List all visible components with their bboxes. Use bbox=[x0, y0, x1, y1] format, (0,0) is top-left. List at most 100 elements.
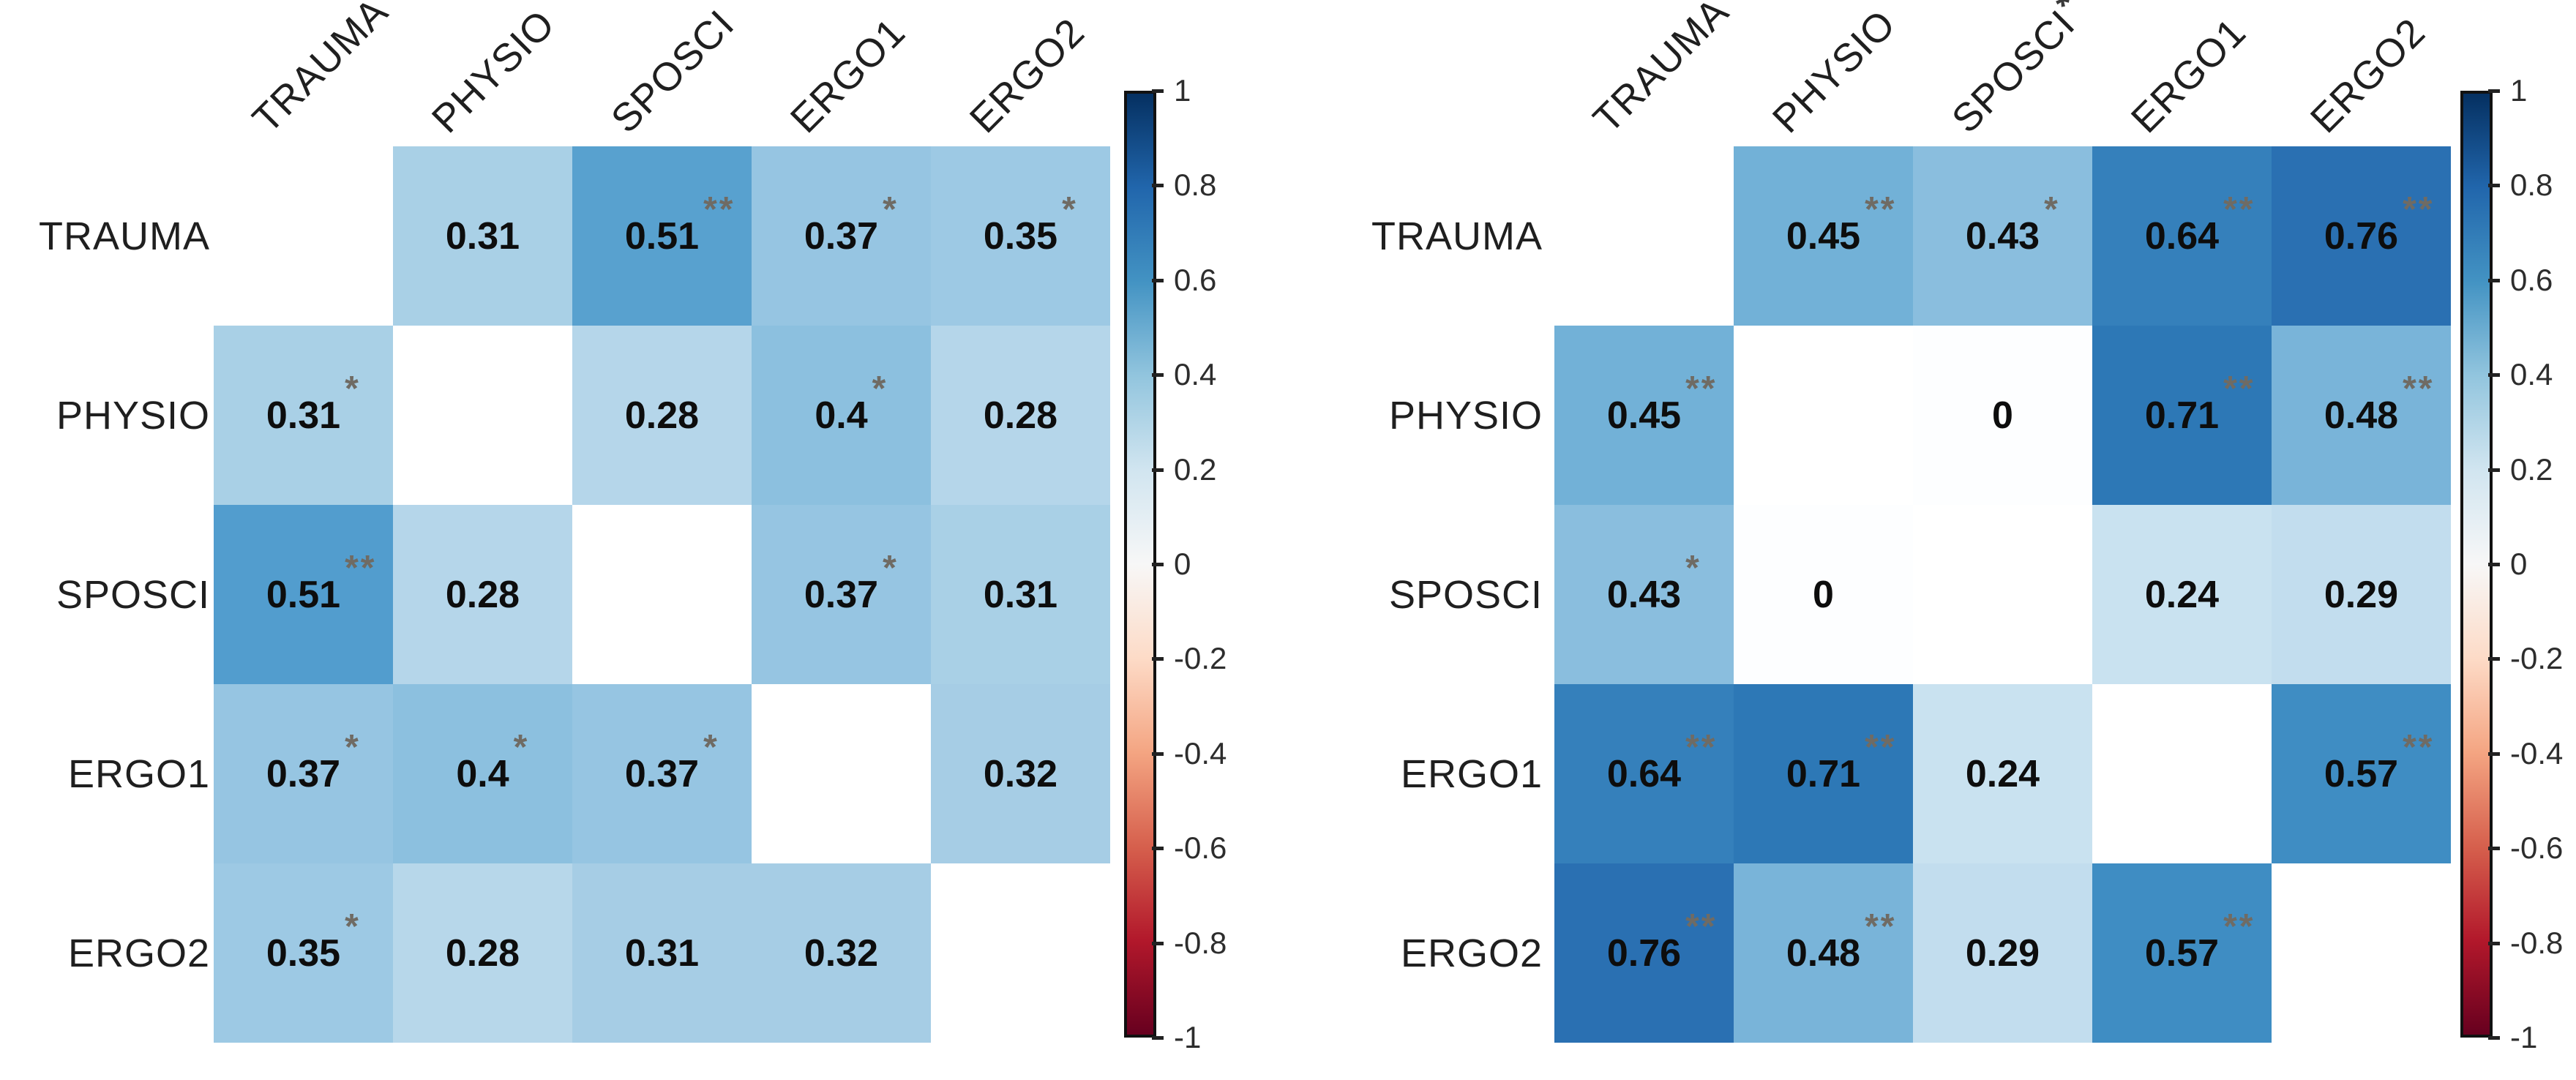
correlation-value: 0 bbox=[1992, 394, 2013, 437]
significance-stars: * bbox=[1062, 190, 1078, 229]
correlation-value: 0.32 bbox=[804, 931, 879, 975]
colorbar-tick-mark bbox=[1152, 468, 1164, 472]
colorbar-tick-label: 0.8 bbox=[2510, 168, 2553, 203]
matrix-cell-sposci-physio: 0.28 bbox=[393, 505, 572, 684]
matrix-cell-ergo2-physio: 0.28 bbox=[393, 863, 572, 1043]
correlation-value: 0.28 bbox=[445, 573, 520, 616]
matrix-cell-ergo2-physio: 0.48 ** bbox=[1734, 863, 1913, 1043]
colorbar-tick-label: -0.4 bbox=[2510, 735, 2564, 770]
correlation-value: 0.32 bbox=[983, 752, 1058, 795]
column-label-text: SPOSCI bbox=[602, 1, 743, 142]
matrix-cell-trauma-ergo2: 0.35 * bbox=[931, 146, 1110, 326]
correlation-value: 0.48 ** bbox=[2324, 369, 2435, 437]
row-label-physio-right: PHYSIO bbox=[1388, 393, 1543, 438]
matrix-cell-ergo2-ergo1: 0.57 ** bbox=[2092, 863, 2272, 1043]
correlation-value: 0.45 ** bbox=[1606, 369, 1718, 437]
column-label-ergo1-right: ERGO1 bbox=[2122, 10, 2255, 142]
matrix-cell-physio-physio bbox=[393, 326, 572, 505]
matrix-cell-trauma-sposci: 0.51 ** bbox=[572, 146, 752, 326]
matrix-cell-trauma-ergo1: 0.64 ** bbox=[2092, 146, 2272, 326]
colorbar-tick-label: 0.2 bbox=[1174, 451, 1217, 487]
matrix-cell-physio-ergo2: 0.48 ** bbox=[2272, 326, 2451, 505]
significance-stars: ** bbox=[2223, 369, 2255, 408]
significance-stars: * bbox=[345, 907, 361, 946]
significance-stars: ** bbox=[2403, 369, 2435, 408]
row-label-physio-left: PHYSIO bbox=[56, 393, 210, 438]
colorbar-tick-mark bbox=[2488, 468, 2500, 472]
colorbar-tick-mark bbox=[1152, 751, 1164, 756]
colorbar-tick-label: 1 bbox=[2510, 73, 2528, 108]
matrix-cell-physio-ergo1: 0.4 * bbox=[752, 326, 931, 505]
significance-stars: * bbox=[2044, 190, 2060, 229]
matrix-cell-physio-sposci: 0 bbox=[1913, 326, 2092, 505]
column-label-text: ERGO2 bbox=[961, 10, 1093, 142]
correlation-value: 0.64 ** bbox=[2144, 190, 2255, 258]
colorbar-tick-label: -1 bbox=[2510, 1020, 2538, 1054]
correlation-value: 0.71 ** bbox=[2144, 369, 2255, 437]
matrix-cell-sposci-ergo1: 0.37 * bbox=[752, 505, 931, 684]
matrix-cell-sposci-physio: 0 bbox=[1734, 505, 1913, 684]
colorbar-tick-mark bbox=[2488, 373, 2500, 378]
colorbar-tick-mark bbox=[2488, 278, 2500, 282]
matrix-cell-ergo1-ergo1 bbox=[2092, 684, 2272, 863]
column-label-physio-right: PHYSIO bbox=[1764, 1, 1904, 142]
significance-stars: ** bbox=[1685, 727, 1718, 767]
significance-stars: ** bbox=[2223, 190, 2255, 229]
correlation-value: 0.37 * bbox=[624, 727, 719, 795]
correlation-value: 0.71 ** bbox=[1786, 727, 1897, 795]
column-label-trauma-right: TRAUMA bbox=[1584, 0, 1737, 142]
column-label-text: ERGO2 bbox=[2302, 10, 2434, 142]
column-label-text: PHYSIO bbox=[423, 1, 564, 142]
correlation-value: 0.4 * bbox=[456, 727, 530, 795]
matrix-cell-trauma-physio: 0.45 ** bbox=[1734, 146, 1913, 326]
significance-stars: * bbox=[703, 727, 719, 767]
significance-stars: * bbox=[1685, 548, 1701, 588]
correlation-value: 0.28 bbox=[983, 394, 1058, 437]
correlation-value: 0.29 bbox=[1965, 931, 2040, 975]
significance-stars: ** bbox=[1865, 727, 1897, 767]
colorbar-tick-mark bbox=[2488, 184, 2500, 188]
colorbar-tick-label: -0.2 bbox=[2510, 641, 2564, 676]
colorbar-tick-mark bbox=[1152, 847, 1164, 851]
significance-stars: * bbox=[883, 548, 899, 588]
matrix-cell-ergo1-sposci: 0.37 * bbox=[572, 684, 752, 863]
matrix-cell-ergo1-ergo2: 0.57 ** bbox=[2272, 684, 2451, 863]
column-label-text: PHYSIO bbox=[1764, 1, 1904, 142]
matrix-cell-trauma-ergo1: 0.37 * bbox=[752, 146, 931, 326]
matrix-cell-ergo2-ergo2 bbox=[931, 863, 1110, 1043]
colorbar-tick-mark bbox=[1152, 184, 1164, 188]
correlation-value: 0.43 * bbox=[1606, 548, 1701, 616]
correlation-value: 0.45 ** bbox=[1786, 190, 1897, 258]
matrix-cell-trauma-physio: 0.31 bbox=[393, 146, 572, 326]
significance-stars: * bbox=[513, 727, 530, 767]
colorbar-tick-mark bbox=[2488, 751, 2500, 756]
matrix-cell-ergo1-trauma: 0.37 * bbox=[214, 684, 393, 863]
significance-stars: ** bbox=[2223, 907, 2255, 946]
matrix-cell-physio-sposci: 0.28 bbox=[572, 326, 752, 505]
colorbar-left bbox=[1124, 91, 1156, 1038]
colorbar-tick-label: -0.8 bbox=[2510, 925, 2564, 960]
column-labels-left: TRAUMA PHYSIO SPOSCI ERGO1 ERGO2 bbox=[0, 0, 2576, 146]
colorbar-tick-label: -0.6 bbox=[2510, 830, 2564, 866]
colorbar-tick-label: -1 bbox=[1174, 1020, 1202, 1054]
matrix-cell-ergo1-ergo2: 0.32 bbox=[931, 684, 1110, 863]
significance-stars: * bbox=[345, 369, 361, 408]
matrix-cell-sposci-ergo2: 0.31 bbox=[931, 505, 1110, 684]
column-label-text: TRAUMA bbox=[1584, 0, 1737, 142]
matrix-cell-physio-trauma: 0.31 * bbox=[214, 326, 393, 505]
column-label-text: TRAUMA bbox=[244, 0, 397, 142]
matrix-cell-sposci-ergo1: 0.24 bbox=[2092, 505, 2272, 684]
significance-stars: ** bbox=[2403, 727, 2435, 767]
colorbar-tick-label: 0 bbox=[1174, 547, 1191, 581]
colorbar-tick-mark bbox=[1152, 941, 1164, 945]
colorbar-tick-mark bbox=[1152, 373, 1164, 378]
row-label-trauma-right: TRAUMA bbox=[1371, 214, 1543, 258]
significance-stars: ** bbox=[2403, 190, 2435, 229]
matrix-cell-trauma-trauma bbox=[1554, 146, 1734, 326]
colorbar-tick-label: 0.8 bbox=[1174, 168, 1217, 203]
correlation-value: 0.64 ** bbox=[1606, 727, 1718, 795]
matrix-cell-sposci-sposci bbox=[572, 505, 752, 684]
correlation-value: 0 bbox=[1813, 573, 1834, 616]
